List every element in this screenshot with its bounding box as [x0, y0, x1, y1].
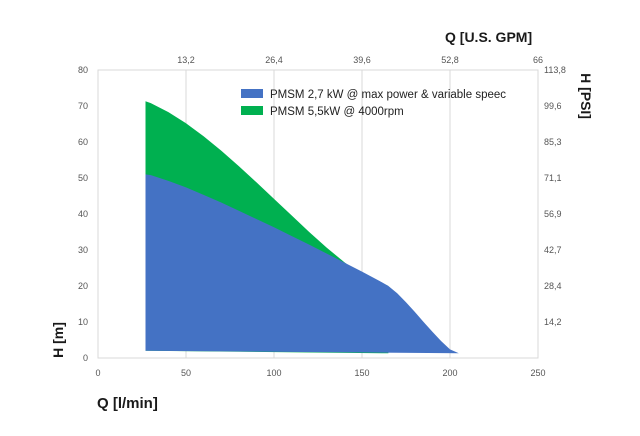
- legend-swatch: [241, 106, 263, 115]
- y-tick-label: 0: [83, 353, 88, 363]
- y2-axis-title: H [PSI]: [578, 73, 594, 119]
- y-tick-label: 80: [78, 65, 88, 75]
- legend: PMSM 2,7 kW @ max power & variable speec…: [241, 89, 506, 118]
- x-tick-label: 50: [181, 368, 191, 378]
- x-tick-label: 100: [266, 368, 281, 378]
- y2-tick-label: 71,1: [544, 173, 562, 183]
- y-tick-label: 40: [78, 209, 88, 219]
- x2-tick-label: 26,4: [265, 55, 283, 65]
- y2-tick-label: 14,2: [544, 317, 562, 327]
- y-axis-title: H [m]: [50, 322, 66, 358]
- y-tick-label: 70: [78, 101, 88, 111]
- series-area-pmsm-2-7kw: [145, 174, 459, 354]
- x2-tick-label: 66: [533, 55, 543, 65]
- y2-tick-label: 56,9: [544, 209, 562, 219]
- legend-swatch: [241, 89, 263, 98]
- x2-axis-title: Q [U.S. GPM]: [445, 29, 532, 45]
- y2-tick-label: 99,6: [544, 101, 562, 111]
- y2-tick-label: 28,4: [544, 281, 562, 291]
- x2-tick-label: 52,8: [441, 55, 459, 65]
- y-tick-label: 10: [78, 317, 88, 327]
- y-tick-label: 60: [78, 137, 88, 147]
- x-tick-label: 0: [95, 368, 100, 378]
- x2-tick-label: 13,2: [177, 55, 195, 65]
- x-axis-title: Q [l/min]: [97, 395, 158, 412]
- legend-label: PMSM 2,7 kW @ max power & variable speec: [270, 89, 506, 101]
- y-tick-label: 20: [78, 281, 88, 291]
- x2-tick-label: 39,6: [353, 55, 371, 65]
- x-tick-label: 250: [530, 368, 545, 378]
- y2-tick-label: 113,8: [544, 65, 566, 75]
- legend-label: PMSM 5,5kW @ 4000rpm: [270, 106, 404, 118]
- plot-areas: [145, 101, 459, 354]
- x-tick-label: 150: [354, 368, 369, 378]
- y-tick-label: 30: [78, 245, 88, 255]
- y2-tick-label: 42,7: [544, 245, 562, 255]
- tick-labels: 0 50 100 150 200 250 0 10 20 30 40 50 60 70 80 13,2 26,4…: [78, 55, 566, 378]
- x-tick-label: 200: [442, 368, 457, 378]
- y2-tick-label: 85,3: [544, 137, 562, 147]
- y-tick-label: 50: [78, 173, 88, 183]
